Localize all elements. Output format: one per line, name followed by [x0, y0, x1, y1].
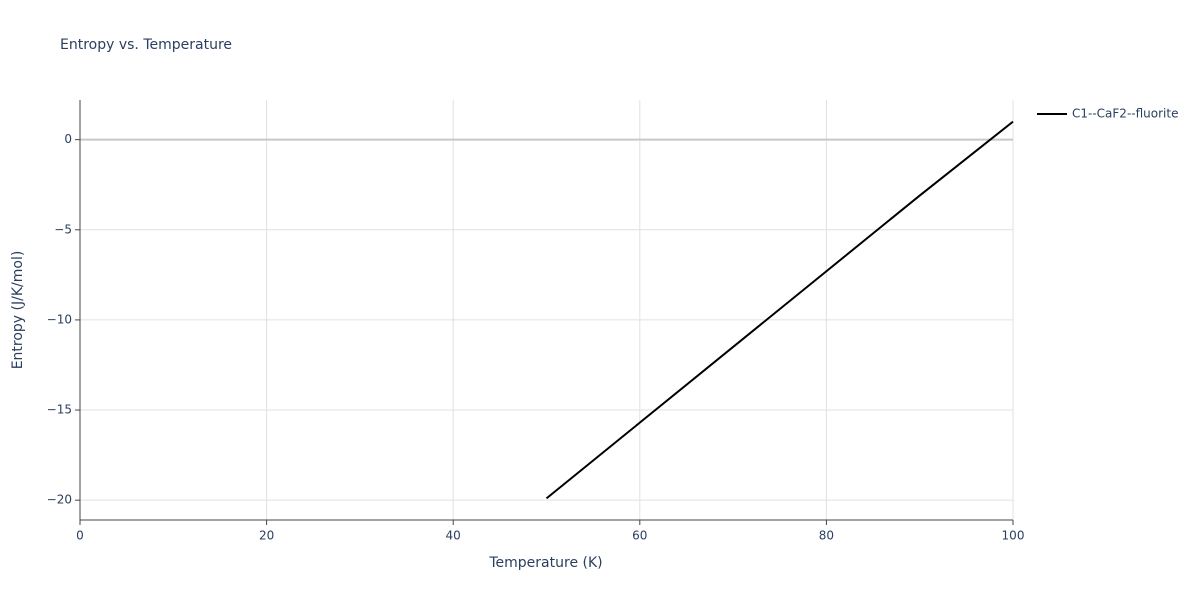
line-series	[545, 120, 1014, 500]
y-tick-label: −20	[47, 493, 72, 507]
x-tick-label: 40	[446, 529, 461, 543]
x-tick-label: 0	[76, 529, 84, 543]
x-tick-label: 80	[819, 529, 834, 543]
chart-title: Entropy vs. Temperature	[60, 37, 232, 53]
x-axis-title: Temperature (K)	[488, 555, 602, 571]
y-tick-label: 0	[64, 132, 72, 146]
y-tick-label: −15	[47, 403, 72, 417]
y-axis-title: Entropy (J/K/mol)	[10, 251, 26, 370]
legend-label: C1--CaF2--fluorite	[1072, 107, 1178, 121]
x-tick-label: 20	[259, 529, 274, 543]
x-tick-label: 100	[1002, 529, 1025, 543]
y-tick-label: −5	[54, 222, 72, 236]
y-tick-label: −10	[47, 312, 72, 326]
x-tick-label: 60	[632, 529, 647, 543]
